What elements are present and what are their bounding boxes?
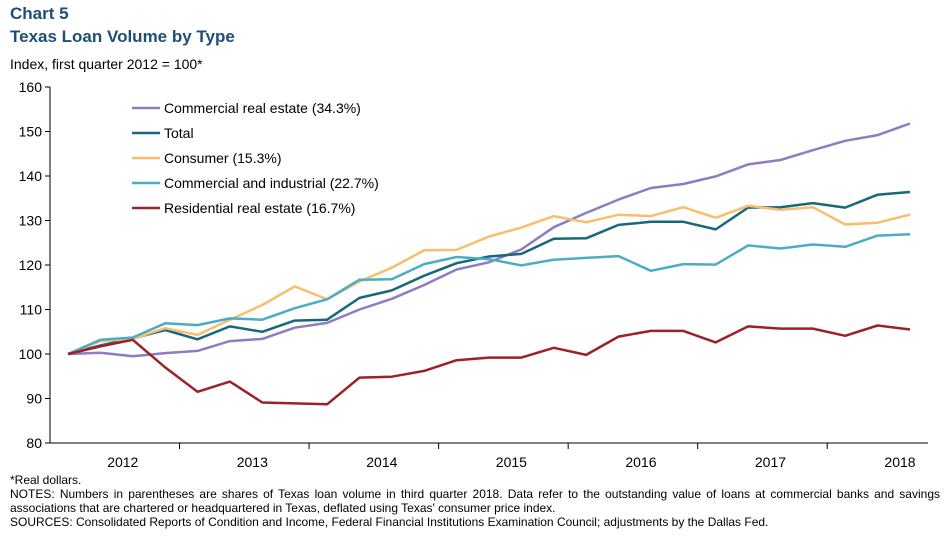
x-tick-label: 2016: [625, 454, 656, 470]
series-line-2: [67, 204, 911, 356]
legend-label-1: Total: [164, 125, 194, 141]
y-tick-label: 120: [19, 257, 43, 273]
series-line-4: [67, 324, 911, 406]
notes-text: NOTES: Numbers in parentheses are shares…: [10, 487, 940, 515]
y-tick-label: 110: [20, 302, 43, 318]
x-tick-label: 2013: [237, 454, 268, 470]
legend-label-3: Commercial and industrial (22.7%): [164, 175, 379, 191]
x-tick-label: 2017: [755, 454, 786, 470]
x-tick-label: 2018: [884, 454, 915, 470]
legend-label-4: Residential real estate (16.7%): [164, 200, 355, 216]
line-chart: 80 90 100 110 120 130 140 150 160 2012 2013 2014 201…: [19, 79, 928, 470]
legend-label-2: Consumer (15.3%): [164, 150, 282, 166]
chart-number: Chart 5: [10, 4, 69, 23]
x-tick-label: 2012: [107, 454, 138, 470]
y-tick-label: 160: [19, 79, 43, 95]
y-tick-label: 130: [19, 213, 43, 229]
chart-subtitle: Index, first quarter 2012 = 100*: [10, 56, 203, 72]
footnote: *Real dollars.: [10, 473, 82, 487]
x-tick-label: 2014: [366, 454, 397, 470]
y-tick-label: 140: [19, 168, 43, 184]
series-line-0: [67, 122, 911, 358]
legend-label-0: Commercial real estate (34.3%): [164, 100, 361, 116]
y-tick-label: 100: [19, 346, 43, 362]
y-tick-label: 80: [26, 435, 42, 451]
notes-block: *Real dollars. NOTES: Numbers in parenth…: [10, 473, 940, 529]
x-tick-label: 2015: [496, 454, 527, 470]
y-tick-label: 150: [19, 124, 43, 140]
chart-title: Texas Loan Volume by Type: [10, 27, 235, 46]
y-tick-label: 90: [26, 391, 42, 407]
sources-text: SOURCES: Consolidated Reports of Conditi…: [10, 515, 769, 529]
series-line-3: [67, 233, 911, 356]
